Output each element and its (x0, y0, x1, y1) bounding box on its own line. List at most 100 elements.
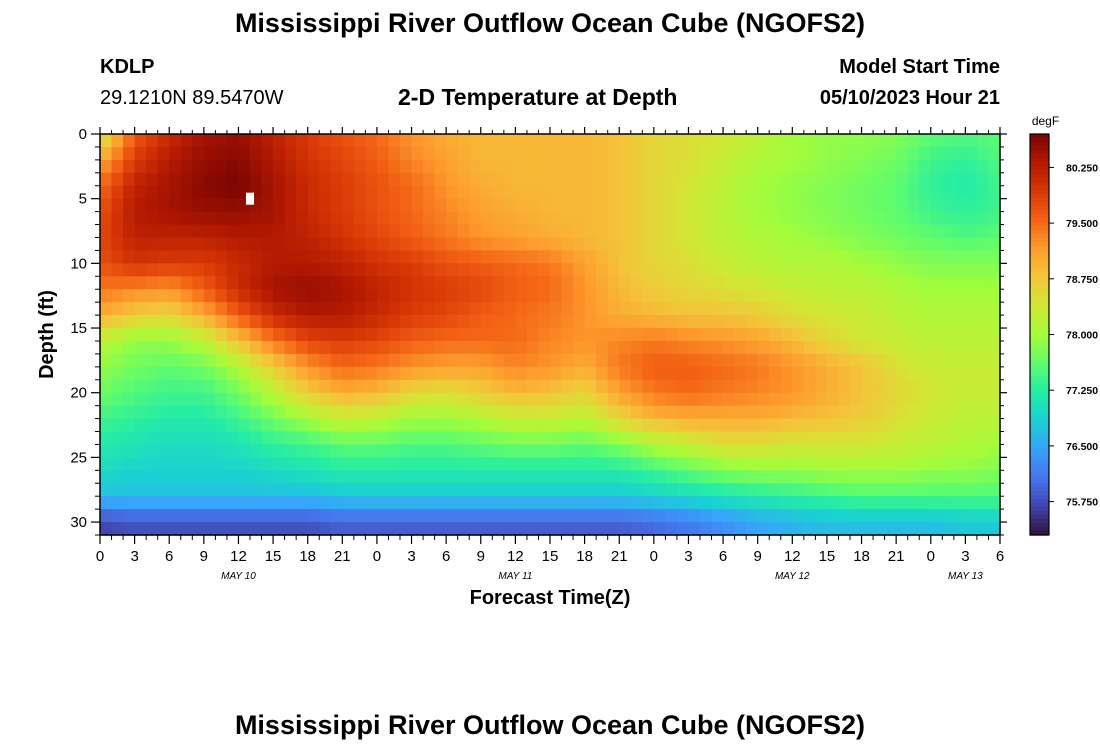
heatmap-cell (411, 211, 424, 226)
heatmap-cell (930, 379, 943, 394)
heatmap-cell (215, 328, 228, 342)
heatmap-cell (573, 340, 586, 355)
heatmap-cell (550, 263, 563, 277)
heatmap-cell (423, 509, 436, 523)
heatmap-cell (492, 457, 505, 471)
heatmap-cell (203, 379, 216, 394)
heatmap-cell (700, 496, 713, 510)
heatmap-cell (988, 172, 1001, 187)
heatmap-cell (826, 289, 840, 303)
heatmap-cell (619, 340, 632, 355)
heatmap-cell (492, 198, 505, 213)
heatmap-cell (976, 457, 990, 471)
heatmap-cell (157, 405, 170, 420)
y-axis-label: Depth (ft) (36, 290, 58, 379)
heatmap-cell (238, 392, 251, 407)
heatmap-cell (469, 211, 482, 226)
heatmap-cell (792, 431, 805, 446)
heatmap-cell (642, 146, 655, 161)
heatmap-cell (123, 211, 136, 226)
heatmap-cell (838, 328, 851, 342)
heatmap-cell (734, 522, 747, 536)
heatmap-cell (411, 444, 424, 458)
heatmap-cell (838, 340, 851, 355)
heatmap-cell (157, 146, 170, 161)
heatmap-cell (607, 392, 620, 407)
heatmap-cell (376, 172, 390, 187)
heatmap-cell (296, 250, 309, 264)
heatmap-cell (492, 379, 505, 394)
heatmap-cell (838, 405, 851, 420)
heatmap-cell (492, 134, 505, 148)
heatmap-cell (134, 444, 147, 458)
heatmap-cell (930, 315, 943, 329)
heatmap-cell (238, 276, 251, 290)
heatmap-cell (826, 211, 840, 226)
colorbar-tick-label: 78.000 (1066, 330, 1098, 342)
heatmap-cell (965, 431, 978, 446)
heatmap-cell (123, 328, 136, 342)
heatmap-cell (457, 315, 470, 329)
heatmap-cell (711, 185, 724, 200)
heatmap-cell (492, 211, 505, 226)
heatmap-cell (469, 470, 482, 484)
colorbar-segment (1030, 474, 1049, 480)
heatmap-cell (642, 302, 655, 316)
heatmap-cell (630, 250, 643, 264)
heatmap-cell (307, 134, 320, 148)
heatmap-cell (319, 172, 332, 187)
heatmap-cell (953, 289, 966, 303)
heatmap-cell (434, 302, 447, 316)
heatmap-cell (261, 353, 274, 368)
heatmap-cell (676, 353, 690, 368)
heatmap-cell (965, 302, 978, 316)
colorbar-segment (1030, 274, 1049, 279)
heatmap-cell (100, 159, 113, 174)
heatmap-cell (492, 470, 505, 484)
heatmap-cell (803, 470, 816, 484)
heatmap-cell (607, 457, 620, 471)
heatmap-cell (723, 522, 736, 536)
heatmap-cell (469, 185, 482, 200)
heatmap-cell (365, 134, 378, 148)
heatmap-cell (896, 134, 909, 148)
heatmap-cell (619, 172, 632, 187)
heatmap-cell (642, 134, 655, 148)
heatmap-cell (700, 134, 713, 148)
heatmap-cell (746, 328, 759, 342)
heatmap-cell (353, 224, 366, 239)
heatmap-cell (284, 340, 297, 355)
colorbar-segment (1030, 466, 1049, 472)
heatmap-cell (538, 496, 551, 510)
heatmap-cell (584, 509, 597, 523)
heatmap-cell (653, 315, 666, 329)
heatmap-cell (988, 198, 1001, 213)
heatmap-cell (342, 470, 355, 484)
colorbar: 80.25079.50078.75078.00077.25076.50075.7… (1029, 133, 1098, 536)
heatmap-cell (826, 328, 840, 342)
heatmap-cell (146, 302, 159, 316)
heatmap-cell (965, 522, 978, 536)
heatmap-cell (180, 211, 193, 226)
heatmap-cell (284, 315, 297, 329)
heatmap-cell (642, 431, 655, 446)
heatmap-cell (353, 198, 366, 213)
heatmap-cell (873, 366, 886, 381)
heatmap-cell (676, 418, 690, 433)
heatmap-cell (400, 392, 413, 407)
heatmap-cell (642, 263, 655, 277)
heatmap-cell (423, 431, 436, 446)
heatmap-cell (284, 496, 297, 510)
heatmap-cell (607, 159, 620, 174)
heatmap-cell (711, 418, 724, 433)
heatmap-cell (896, 172, 909, 187)
heatmap-cell (296, 379, 309, 394)
heatmap-cell (342, 146, 355, 161)
heatmap-cell (526, 289, 540, 303)
colorbar-segment (1030, 370, 1049, 376)
heatmap-cell (250, 379, 263, 394)
heatmap-cell (469, 366, 482, 381)
heatmap-cell (573, 224, 586, 239)
heatmap-cell (388, 496, 401, 510)
heatmap-cell (942, 263, 955, 277)
